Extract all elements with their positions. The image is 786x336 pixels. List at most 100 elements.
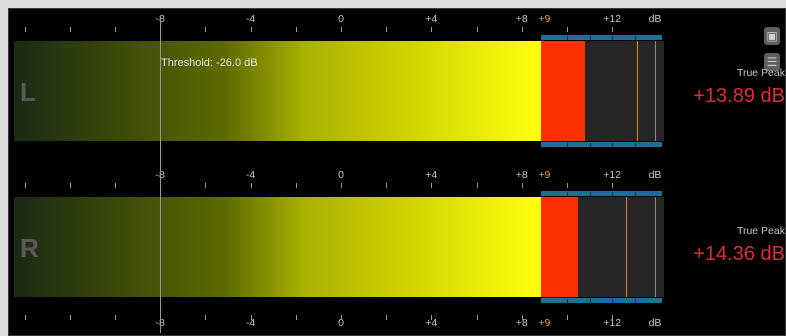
scale-tick-mark [295,27,297,32]
scale-tick-mark [250,183,252,188]
scale-tick-mark [386,315,388,320]
over-range-zone-top [541,35,662,40]
scale-tick-mark [612,27,614,32]
scale-tick-label: +4 [425,13,438,25]
scale-unit-label: dB [648,13,662,25]
channel-label: R [20,233,39,263]
loudness-meter-panel: dB -8-40+4+8+9+12 L Threshold: -26.0 dB … [8,8,786,336]
zone-tick-mark [589,36,591,40]
level-fill [14,41,542,141]
scale-tick-mark [431,183,433,188]
scale-tick-label: +9 [538,317,551,329]
scale-tick-label: +9 [538,13,551,25]
true-peak-value-right: +14.36 dB [693,243,785,265]
scale-unit-label: dB [648,317,662,329]
scale-tick-mark [386,27,388,32]
over-range-fill [541,41,586,141]
scale-tick-label: +8 [515,13,528,25]
scale-tick-mark [69,27,71,32]
zone-tick-mark [634,299,636,303]
scale-tick-mark [341,315,342,320]
channel-meter-right: R [14,191,664,303]
scale-tick-mark [24,183,26,188]
db-scale-bottom: dB -8-40+4+8+9+12 [14,315,664,335]
scale-tick-label: +12 [603,317,622,329]
scale-tick-mark [250,27,252,32]
scale-unit-label: dB [648,169,662,181]
scale-tick-mark [341,27,342,32]
scale-tick-label: 0 [338,13,344,25]
scale-tick-mark [612,315,614,320]
scale-tick-mark [250,315,252,320]
scale-tick-mark [386,183,388,188]
max-peak-marker [625,197,627,297]
zone-tick-mark [589,299,591,303]
end-marker [655,41,656,141]
level-fill [14,197,542,297]
scale-tick-label: +9 [538,169,551,181]
zone-tick-mark [589,143,591,147]
zone-tick-mark [612,36,614,40]
scale-tick-mark [567,183,568,188]
scale-tick-label: -4 [245,169,256,181]
channel-meter-left: L Threshold: -26.0 dB [14,35,664,147]
true-peak-caption-left: True Peak [736,67,785,79]
scale-tick-label: +8 [515,169,528,181]
zone-tick-mark [566,143,568,147]
scale-tick-mark [521,183,523,188]
max-peak-marker [637,41,639,141]
over-range-zone-bottom [541,142,662,147]
db-scale-top: dB -8-40+4+8+9+12 [14,11,664,32]
scale-tick-label: +12 [603,169,622,181]
scale-tick-mark [567,315,568,320]
scale-tick-label: +8 [515,317,528,329]
zone-tick-mark [566,299,568,303]
scale-tick-mark [521,315,523,320]
true-peak-value-left: +13.89 dB [693,85,785,107]
scale-tick-mark [295,315,297,320]
scale-tick-mark [69,315,71,320]
zone-tick-mark [566,36,568,40]
zone-tick-mark [634,36,636,40]
mode-icon[interactable]: ▣ [764,27,780,45]
scale-tick-mark [24,27,26,32]
scale-tick-mark [431,27,433,32]
scale-tick-label: -4 [245,13,256,25]
scale-tick-mark [567,27,568,32]
scale-tick-label: -4 [245,317,256,329]
scale-tick-mark [115,183,116,188]
over-range-zone-top [541,191,662,196]
scale-tick-mark [341,183,342,188]
scale-tick-mark [521,27,523,32]
scale-tick-mark [431,315,433,320]
scale-tick-label: +12 [603,13,622,25]
zone-tick-mark [612,299,614,303]
scale-tick-label: +4 [425,169,438,181]
zone-tick-mark [634,192,636,196]
scale-tick-mark [24,315,26,320]
scale-tick-mark [205,27,207,32]
threshold-line [160,17,162,333]
scale-tick-label: 0 [338,317,344,329]
scale-tick-label: 0 [338,169,344,181]
zone-tick-mark [634,143,636,147]
scale-tick-mark [205,183,207,188]
end-marker [655,197,656,297]
scale-tick-mark [476,315,478,320]
true-peak-caption-right: True Peak [736,225,785,237]
scale-tick-mark [295,183,297,188]
over-range-fill [541,197,579,297]
scale-tick-mark [476,183,478,188]
over-range-zone-bottom [541,298,662,303]
scale-tick-mark [205,315,207,320]
channel-label: L [20,77,36,107]
zone-tick-mark [566,192,568,196]
settings-icon[interactable]: ☰ [764,53,780,71]
scale-tick-mark [612,183,614,188]
zone-tick-mark [589,192,591,196]
scale-tick-label: +4 [425,317,438,329]
db-scale-middle: dB -8-40+4+8+9+12 [14,167,664,188]
threshold-label: Threshold: -26.0 dB [161,57,258,69]
scale-tick-mark [115,27,116,32]
zone-tick-mark [612,192,614,196]
